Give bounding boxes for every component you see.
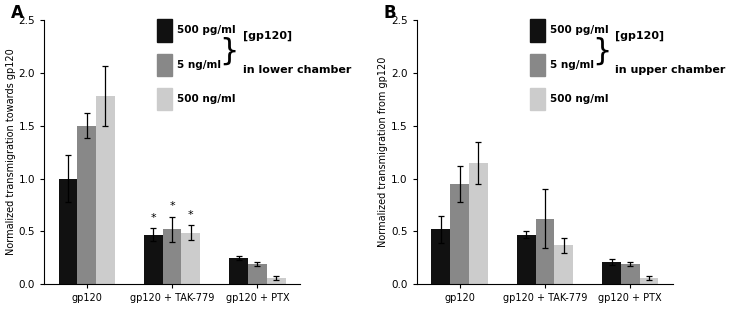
Bar (450, 184, 469, 284)
Text: [gp120]: [gp120] (616, 31, 664, 41)
FancyBboxPatch shape (156, 53, 172, 76)
FancyBboxPatch shape (529, 88, 545, 110)
Y-axis label: Normalized transmigration towards gp120: Normalized transmigration towards gp120 (6, 49, 15, 256)
Bar (230, 258, 248, 284)
Bar (469, 163, 488, 284)
Text: 500 ng/ml: 500 ng/ml (550, 94, 608, 104)
Bar (554, 245, 573, 284)
FancyBboxPatch shape (156, 19, 172, 42)
Bar (640, 278, 659, 284)
FancyBboxPatch shape (529, 19, 545, 42)
Bar (96, 96, 115, 284)
Y-axis label: Normalized transmigration from gp120: Normalized transmigration from gp120 (379, 57, 388, 247)
FancyBboxPatch shape (156, 88, 172, 110)
Bar (621, 264, 640, 284)
FancyBboxPatch shape (529, 53, 545, 76)
Bar (517, 235, 536, 284)
Text: A: A (11, 4, 23, 22)
Text: 5 ng/ml: 5 ng/ml (550, 60, 594, 70)
Text: in upper chamber: in upper chamber (616, 65, 726, 75)
Text: *: * (188, 210, 194, 220)
Bar (181, 233, 200, 284)
Text: B: B (384, 4, 396, 22)
Text: 5 ng/ml: 5 ng/ml (177, 60, 221, 70)
Text: in lower chamber: in lower chamber (243, 65, 351, 75)
Bar (77, 126, 96, 284)
Text: 500 pg/ml: 500 pg/ml (177, 25, 236, 36)
Bar (248, 264, 267, 284)
Text: }: } (592, 37, 612, 66)
Bar (431, 229, 450, 284)
Bar (163, 229, 181, 284)
Text: }: } (219, 37, 239, 66)
Text: *: * (170, 201, 175, 211)
Bar (144, 235, 163, 284)
Bar (602, 262, 621, 284)
Bar (58, 179, 77, 284)
Text: [gp120]: [gp120] (243, 31, 292, 41)
Text: *: * (151, 213, 156, 223)
Text: 500 ng/ml: 500 ng/ml (177, 94, 235, 104)
Bar (536, 219, 554, 284)
Text: 500 pg/ml: 500 pg/ml (550, 25, 609, 36)
Bar (267, 278, 286, 284)
